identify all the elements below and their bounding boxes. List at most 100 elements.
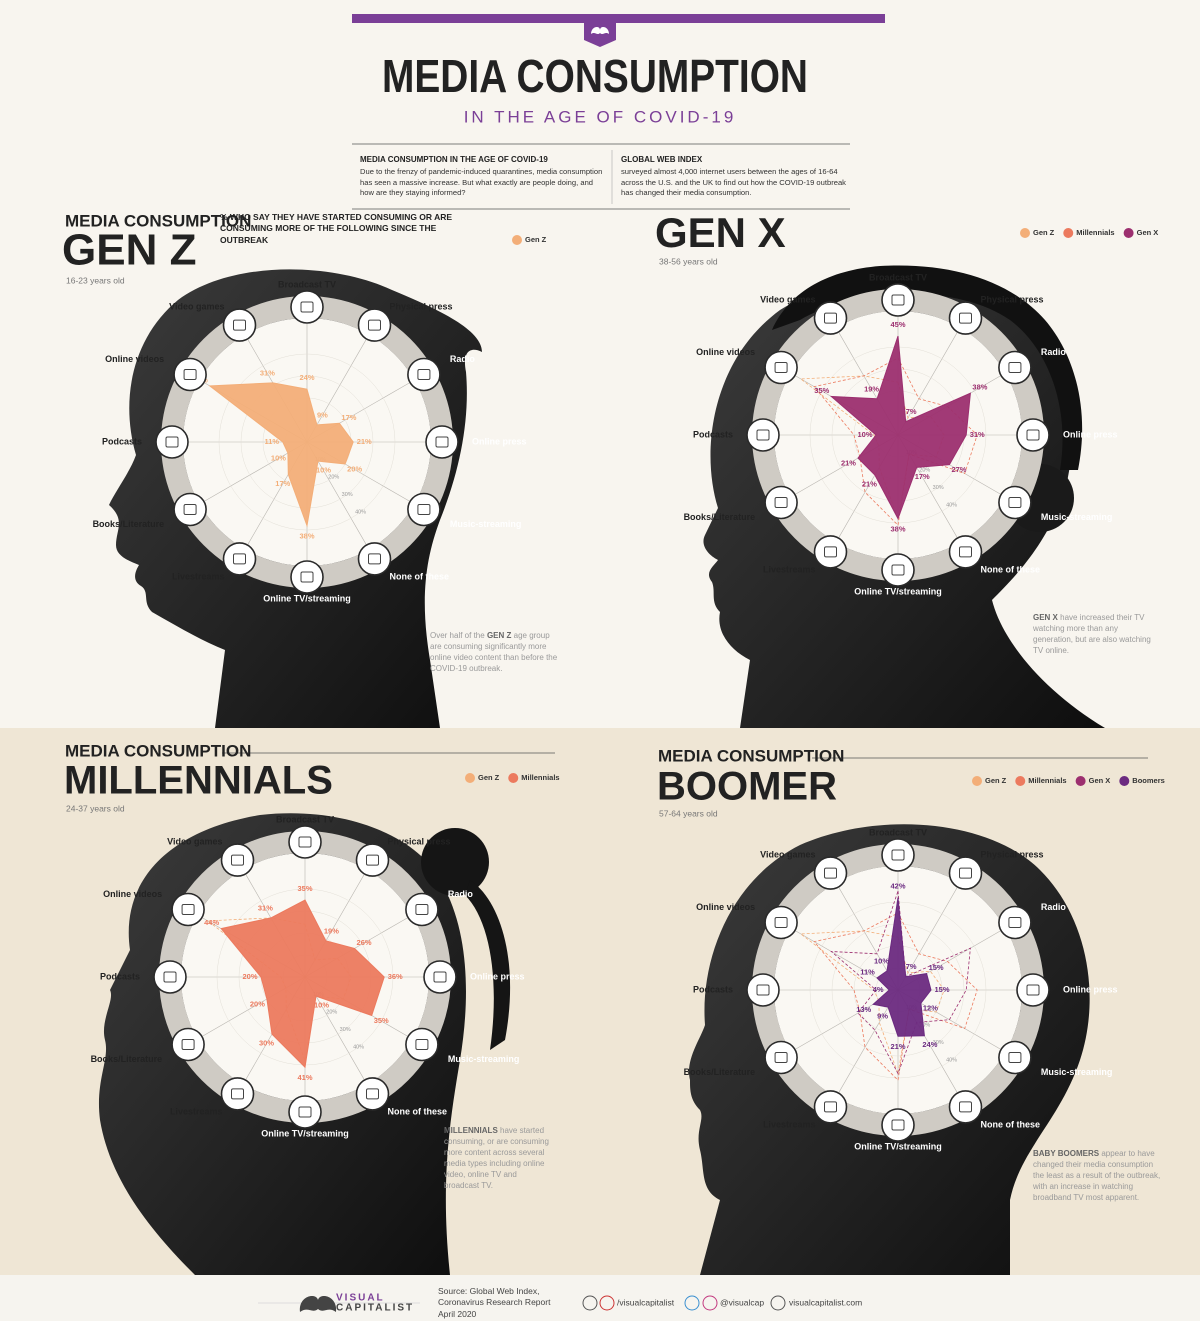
category-label: Online press [1063, 984, 1118, 994]
category-label: Podcasts [102, 436, 142, 446]
category-icon [948, 535, 983, 569]
legend-swatch [508, 773, 519, 783]
legend-label: Millennials [1076, 228, 1114, 237]
r-tick-label: 40% [946, 502, 957, 508]
panel-subtitle: 38-56 years old [659, 256, 718, 266]
icon-glyph [435, 436, 449, 448]
category-label: Livestreams [763, 1119, 816, 1129]
value-label: 21% [357, 437, 372, 446]
category-label: Physical press [981, 294, 1044, 304]
value-label: 10% [316, 466, 331, 475]
panel-kicker: MEDIA CONSUMPTION [65, 741, 251, 760]
panel-title: GEN Z [62, 226, 196, 275]
intro-heading: GLOBAL WEB INDEX [621, 155, 703, 164]
category-label: None of these [390, 571, 450, 581]
category-icon [813, 856, 848, 890]
category-icon [764, 485, 798, 520]
value-label: 41% [297, 1073, 312, 1082]
icon-glyph [417, 504, 431, 515]
category-label: Video games [760, 849, 815, 859]
category-icon [405, 1027, 439, 1062]
value-label: 20% [250, 999, 265, 1008]
legend-swatch [512, 235, 522, 245]
r-tick-label: 40% [946, 1057, 957, 1063]
social-handle[interactable]: /visualcapitalist [617, 1297, 675, 1307]
icon-glyph [1008, 497, 1022, 508]
category-label: Online press [472, 436, 527, 446]
icon-glyph [298, 836, 312, 848]
category-icon [881, 838, 915, 872]
category-icon [764, 1040, 798, 1075]
social-handle[interactable]: @visualcap [720, 1297, 764, 1307]
annotation-text: appear to have changed their media consu… [1033, 1149, 1161, 1203]
social-handle[interactable]: visualcapitalist.com [789, 1297, 862, 1307]
brand-name: VISUAL [336, 1293, 385, 1304]
category-icon [1016, 973, 1050, 1007]
brand-logo [299, 1296, 337, 1312]
category-label: Music-streaming [1041, 512, 1113, 522]
legend-label: Gen Z [478, 773, 500, 782]
category-label: Broadcast TV [278, 279, 336, 289]
category-label: Books/Literature [684, 1067, 756, 1077]
value-label: 17% [275, 479, 290, 488]
category-label: Broadcast TV [276, 814, 334, 824]
category-icon [764, 350, 798, 385]
annotation-emphasis: GEN Z [486, 631, 512, 640]
panel-subtitle: 16-23 years old [66, 275, 125, 285]
icon-glyph [824, 546, 837, 558]
icon-glyph [891, 1119, 905, 1131]
brand-name: CAPITALIST [336, 1303, 414, 1314]
value-label: 35% [297, 884, 312, 893]
radar-area [872, 897, 932, 1037]
category-label: Online videos [103, 889, 162, 899]
category-label: Podcasts [693, 984, 733, 994]
intro-body: Due to the frenzy of pandemic-induced qu… [360, 167, 603, 198]
annotation-emphasis: MILLENNIALS [444, 1126, 498, 1135]
value-label: 38% [972, 383, 987, 392]
category-icon [288, 1095, 322, 1129]
panel-kicker: MEDIA CONSUMPTION [658, 746, 844, 765]
legend-swatch [1075, 776, 1086, 786]
panel-kicker: MEDIA CONSUMPTION [65, 211, 251, 230]
icon-glyph [298, 1106, 312, 1118]
value-label: 35% [374, 1016, 389, 1025]
icon-glyph [233, 553, 246, 565]
category-label: Online videos [105, 354, 164, 364]
category-label: Radio [448, 889, 474, 899]
category-icon [290, 560, 324, 594]
category-label: Podcasts [100, 971, 140, 981]
icon-glyph [756, 429, 770, 441]
social-icon [599, 1295, 615, 1311]
value-label: 31% [258, 903, 273, 912]
icon-glyph [231, 854, 244, 866]
value-label: 20% [242, 972, 257, 981]
category-icon [881, 553, 915, 587]
r-tick-label: 20% [328, 474, 339, 480]
header-bar [352, 14, 885, 23]
panel-title: GEN X [655, 209, 786, 256]
category-label: Radio [1041, 902, 1067, 912]
legend-swatch [1123, 228, 1134, 238]
icon-glyph [774, 362, 788, 373]
category-icon [407, 492, 441, 527]
annotation-text: age group are consuming significantly mo… [430, 631, 558, 674]
category-label: Video games [169, 301, 224, 311]
category-icon [153, 960, 187, 994]
value-label: 17% [915, 472, 930, 481]
value-label: 38% [890, 525, 905, 534]
value-label: 21% [862, 480, 877, 489]
category-label: None of these [388, 1106, 448, 1116]
panel-subtitle: 24-37 years old [66, 803, 125, 813]
legend-label: Gen X [1137, 228, 1159, 237]
category-icon [405, 892, 439, 927]
category-label: Online press [1063, 429, 1118, 439]
social-icon [702, 1295, 718, 1311]
value-label: 21% [841, 459, 856, 468]
category-icon [355, 1077, 390, 1111]
annotation-text: have increased their TV watching more th… [1033, 613, 1151, 656]
icon-glyph [1026, 429, 1040, 441]
legend-label: Gen Z [525, 235, 547, 244]
value-label: 10% [271, 453, 286, 462]
annotation-emphasis: GEN X [1033, 613, 1058, 622]
icon-glyph [959, 1101, 972, 1113]
